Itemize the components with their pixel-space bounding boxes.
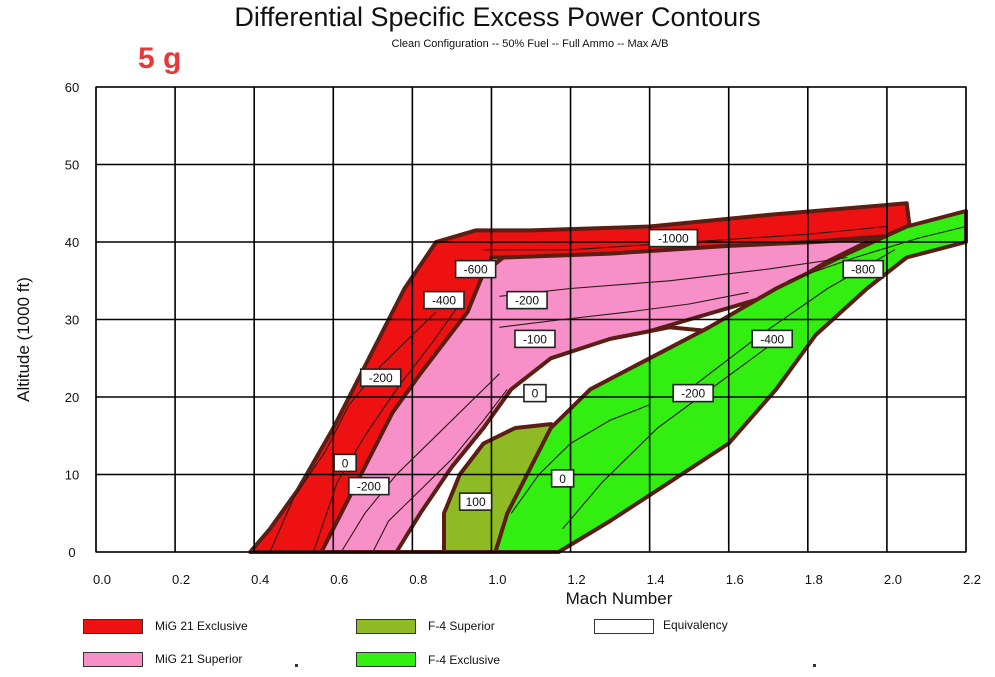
contour-value-box: [348, 476, 390, 496]
legend-label-equivalency: Equivalency: [663, 618, 728, 632]
contour-value-box: [550, 469, 575, 488]
contour-value-label: 100: [466, 495, 486, 509]
legend-label-mig21-exclusive: MiG 21 Exclusive: [155, 619, 248, 633]
contour-value-box: [523, 383, 547, 403]
x-tick-label: 0.2: [172, 572, 190, 587]
legend-label-f4-exclusive: F-4 Exclusive: [428, 653, 501, 667]
chart-subtitle: Clean Configuration -- 50% Fuel -- Full …: [391, 38, 669, 50]
contour-value-label: -100: [523, 332, 547, 346]
contour-value-box: [751, 329, 794, 349]
contour-line: [340, 373, 500, 553]
contour-value-box: [514, 329, 556, 349]
x-tick-label: 1.8: [805, 572, 823, 587]
contour-value-label: 0: [532, 387, 539, 401]
x-tick-label: 1.4: [647, 572, 665, 587]
legend-swatch-equivalency: [594, 619, 654, 634]
contour-value-box: [454, 259, 497, 279]
x-tick-label: 2.2: [963, 572, 981, 587]
contour-line: [372, 388, 508, 553]
y-tick-label: 20: [65, 390, 79, 405]
contour-value-label: -1000: [658, 232, 689, 246]
g-load-label: 5 g: [138, 42, 182, 75]
contour-value-label: -400: [760, 332, 784, 346]
legend-label-mig21-superior: MiG 21 Superior: [155, 652, 243, 666]
y-tick-label: 60: [65, 80, 79, 95]
y-tick-label: 40: [65, 235, 79, 250]
legend-label-f4-superior: F-4 Superior: [428, 619, 495, 633]
page-dot: [295, 664, 298, 667]
legend-swatch-mig21-superior: [83, 652, 143, 667]
x-tick-label: 2.0: [884, 572, 902, 587]
legend-swatch-f4-superior: [356, 619, 416, 634]
contour-value-label: -200: [515, 294, 539, 308]
y-tick-label: 50: [65, 158, 79, 173]
contour-value-label: -200: [681, 387, 705, 401]
contour-value-label: -600: [464, 263, 488, 277]
legend-swatch-mig21-exclusive: [83, 619, 143, 634]
contour-line: [499, 291, 749, 328]
contour-line: [269, 311, 437, 553]
contour-line: [510, 404, 650, 514]
page-dot: [813, 664, 816, 667]
x-axis-label: Mach Number: [566, 589, 673, 608]
x-tick-label: 1.2: [568, 572, 586, 587]
contour-value-label: 0: [559, 472, 566, 486]
x-tick-label: 0.6: [330, 572, 348, 587]
contour-value-label: -800: [851, 263, 875, 277]
contour-line: [787, 225, 967, 282]
contour-value-box: [648, 228, 699, 248]
legend-swatch-f4-exclusive: [356, 652, 416, 667]
x-tick-label: 0.8: [409, 572, 427, 587]
contour-value-box: [458, 492, 493, 511]
contour-value-label: 0: [342, 456, 349, 470]
contour-value-label: -200: [357, 480, 381, 494]
contour-value-box: [359, 368, 402, 387]
contour-value-box: [333, 453, 357, 473]
y-tick-label: 30: [65, 313, 79, 328]
chart-title: Differential Specific Excess Power Conto…: [234, 2, 761, 32]
y-tick-label: 0: [68, 545, 75, 560]
contour-value-label: -400: [432, 294, 456, 308]
contour-value-label: -200: [369, 371, 393, 385]
x-tick-label: 0.0: [93, 572, 111, 587]
y-axis-label: Altitude (1000 ft): [14, 277, 33, 402]
x-tick-label: 0.4: [251, 572, 269, 587]
contour-value-box: [423, 290, 465, 310]
contour-value-box: [672, 383, 714, 403]
x-tick-label: 1.0: [488, 572, 506, 587]
contour-line: [312, 303, 461, 553]
y-tick-label: 10: [65, 468, 79, 483]
contour-value-box: [506, 290, 548, 310]
x-tick-label: 1.6: [726, 572, 744, 587]
contour-value-box: [842, 259, 884, 279]
contour-line: [562, 334, 785, 530]
